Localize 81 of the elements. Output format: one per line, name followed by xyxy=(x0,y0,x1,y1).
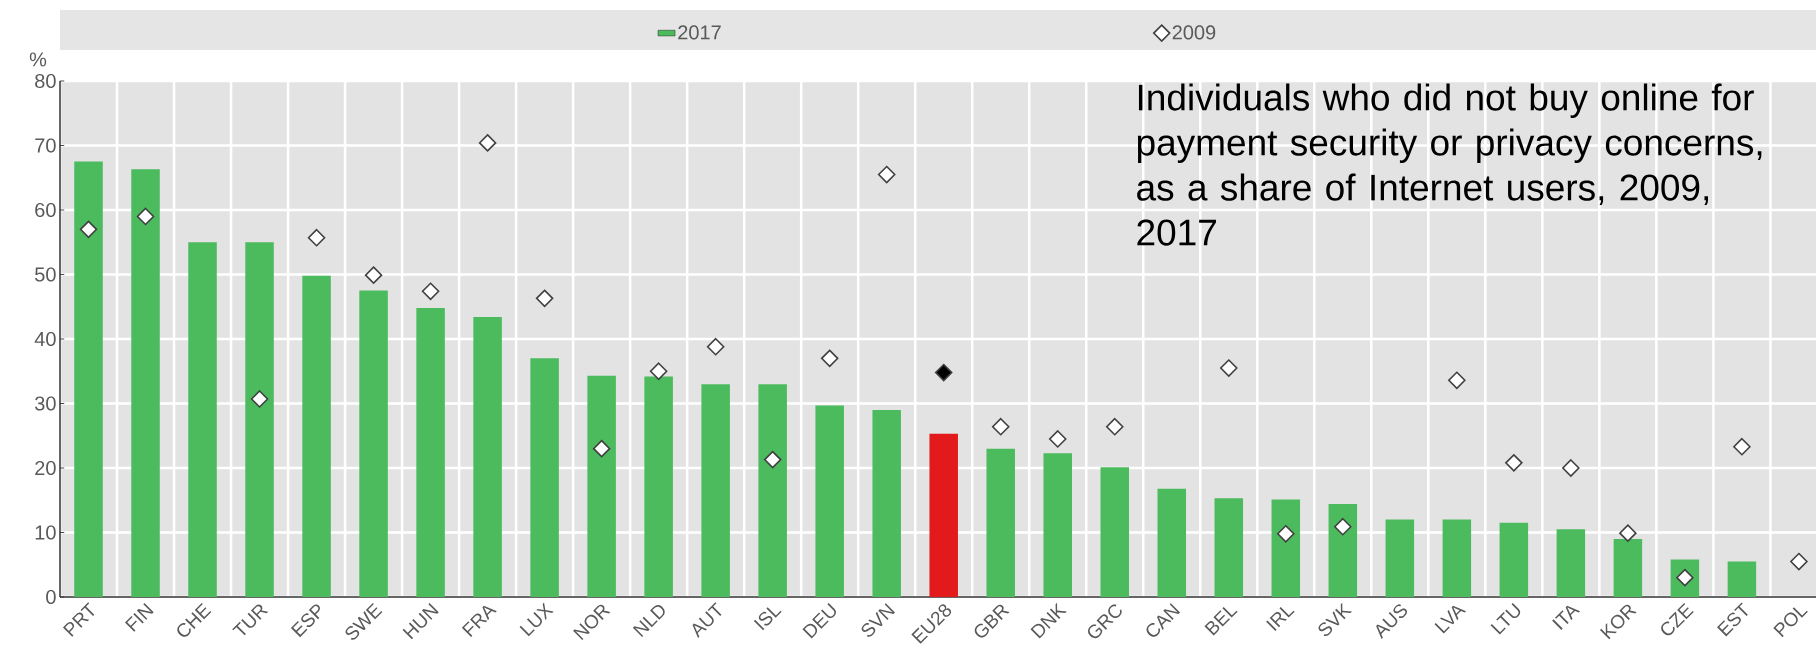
x-tick-label: FRA xyxy=(461,605,497,637)
point xyxy=(1448,371,1466,390)
x-tick-label: BEL xyxy=(1204,607,1238,636)
point xyxy=(763,450,782,469)
point xyxy=(1619,524,1637,542)
bar xyxy=(359,290,388,597)
point xyxy=(1048,430,1067,448)
x-tick-label: ISL xyxy=(753,607,782,631)
bar xyxy=(1328,504,1358,597)
point xyxy=(79,220,98,239)
bar xyxy=(74,161,103,597)
point xyxy=(1676,568,1694,587)
point xyxy=(250,390,269,408)
point xyxy=(991,417,1010,436)
bar xyxy=(701,384,730,597)
bar xyxy=(1214,498,1244,597)
bar xyxy=(302,275,331,597)
bar xyxy=(473,317,502,597)
bar xyxy=(416,308,445,597)
point xyxy=(877,165,896,184)
point xyxy=(364,266,383,284)
point xyxy=(1277,524,1295,543)
bar xyxy=(1556,529,1586,597)
bar xyxy=(1043,453,1072,597)
x-tick-label: POL xyxy=(1773,607,1808,638)
x-tick-label: NLD xyxy=(632,605,665,637)
bar xyxy=(587,375,616,597)
point xyxy=(706,337,725,356)
point xyxy=(307,228,326,247)
point xyxy=(421,282,440,301)
bar xyxy=(1727,561,1757,597)
x-tick-label: IRL xyxy=(1266,607,1295,631)
x-tick-label: LVA xyxy=(1434,605,1467,634)
point xyxy=(1220,359,1238,377)
point xyxy=(1562,459,1580,477)
bar xyxy=(644,376,673,597)
bar xyxy=(188,242,217,597)
x-tick-label: TUR xyxy=(232,604,269,636)
point xyxy=(592,439,611,458)
point xyxy=(820,349,839,368)
x-tick-label: ITA xyxy=(1552,605,1581,630)
y-tick-label: 10 xyxy=(35,525,56,540)
bar xyxy=(1100,467,1129,597)
point xyxy=(1334,517,1352,536)
point xyxy=(1505,454,1523,472)
y-tick-label: 80 xyxy=(35,73,56,89)
bar xyxy=(1613,538,1643,597)
bar xyxy=(245,242,274,597)
bar xyxy=(1442,519,1472,597)
point xyxy=(136,207,155,226)
y-tick-label: 30 xyxy=(35,396,56,411)
bar xyxy=(758,384,787,597)
bar xyxy=(1271,499,1301,597)
bar xyxy=(929,433,958,597)
legend-label: 2009 xyxy=(1172,25,1216,40)
y-tick-label: 60 xyxy=(35,202,56,218)
bar xyxy=(872,409,901,597)
y-tick-label: 40 xyxy=(34,331,56,347)
y-tick-label: 70 xyxy=(35,138,56,153)
text: Individuals who did not buy online for payment security or privacy concerns, as a share of Internet users, 2009, 2017 xyxy=(1137,83,1762,246)
point xyxy=(478,134,497,152)
bar xyxy=(131,169,160,597)
point xyxy=(649,362,668,381)
point xyxy=(1733,437,1751,456)
bar xyxy=(986,448,1015,597)
point xyxy=(1790,552,1808,571)
legend-label: 2017 xyxy=(678,25,721,40)
y-axis-title: % xyxy=(29,52,47,67)
x-tick-label: FIN xyxy=(124,603,154,632)
bar xyxy=(1385,519,1415,597)
y-tick-label: 50 xyxy=(35,267,56,282)
bar xyxy=(1499,522,1529,597)
point xyxy=(1105,417,1124,436)
y-tick-label: 0 xyxy=(46,589,56,605)
bar xyxy=(815,405,844,597)
y-tick-label: 20 xyxy=(35,460,56,476)
point xyxy=(934,363,953,382)
bar xyxy=(530,358,559,597)
x-tick-label: LTU xyxy=(1490,603,1521,635)
bar xyxy=(1157,488,1187,597)
point xyxy=(535,289,554,308)
